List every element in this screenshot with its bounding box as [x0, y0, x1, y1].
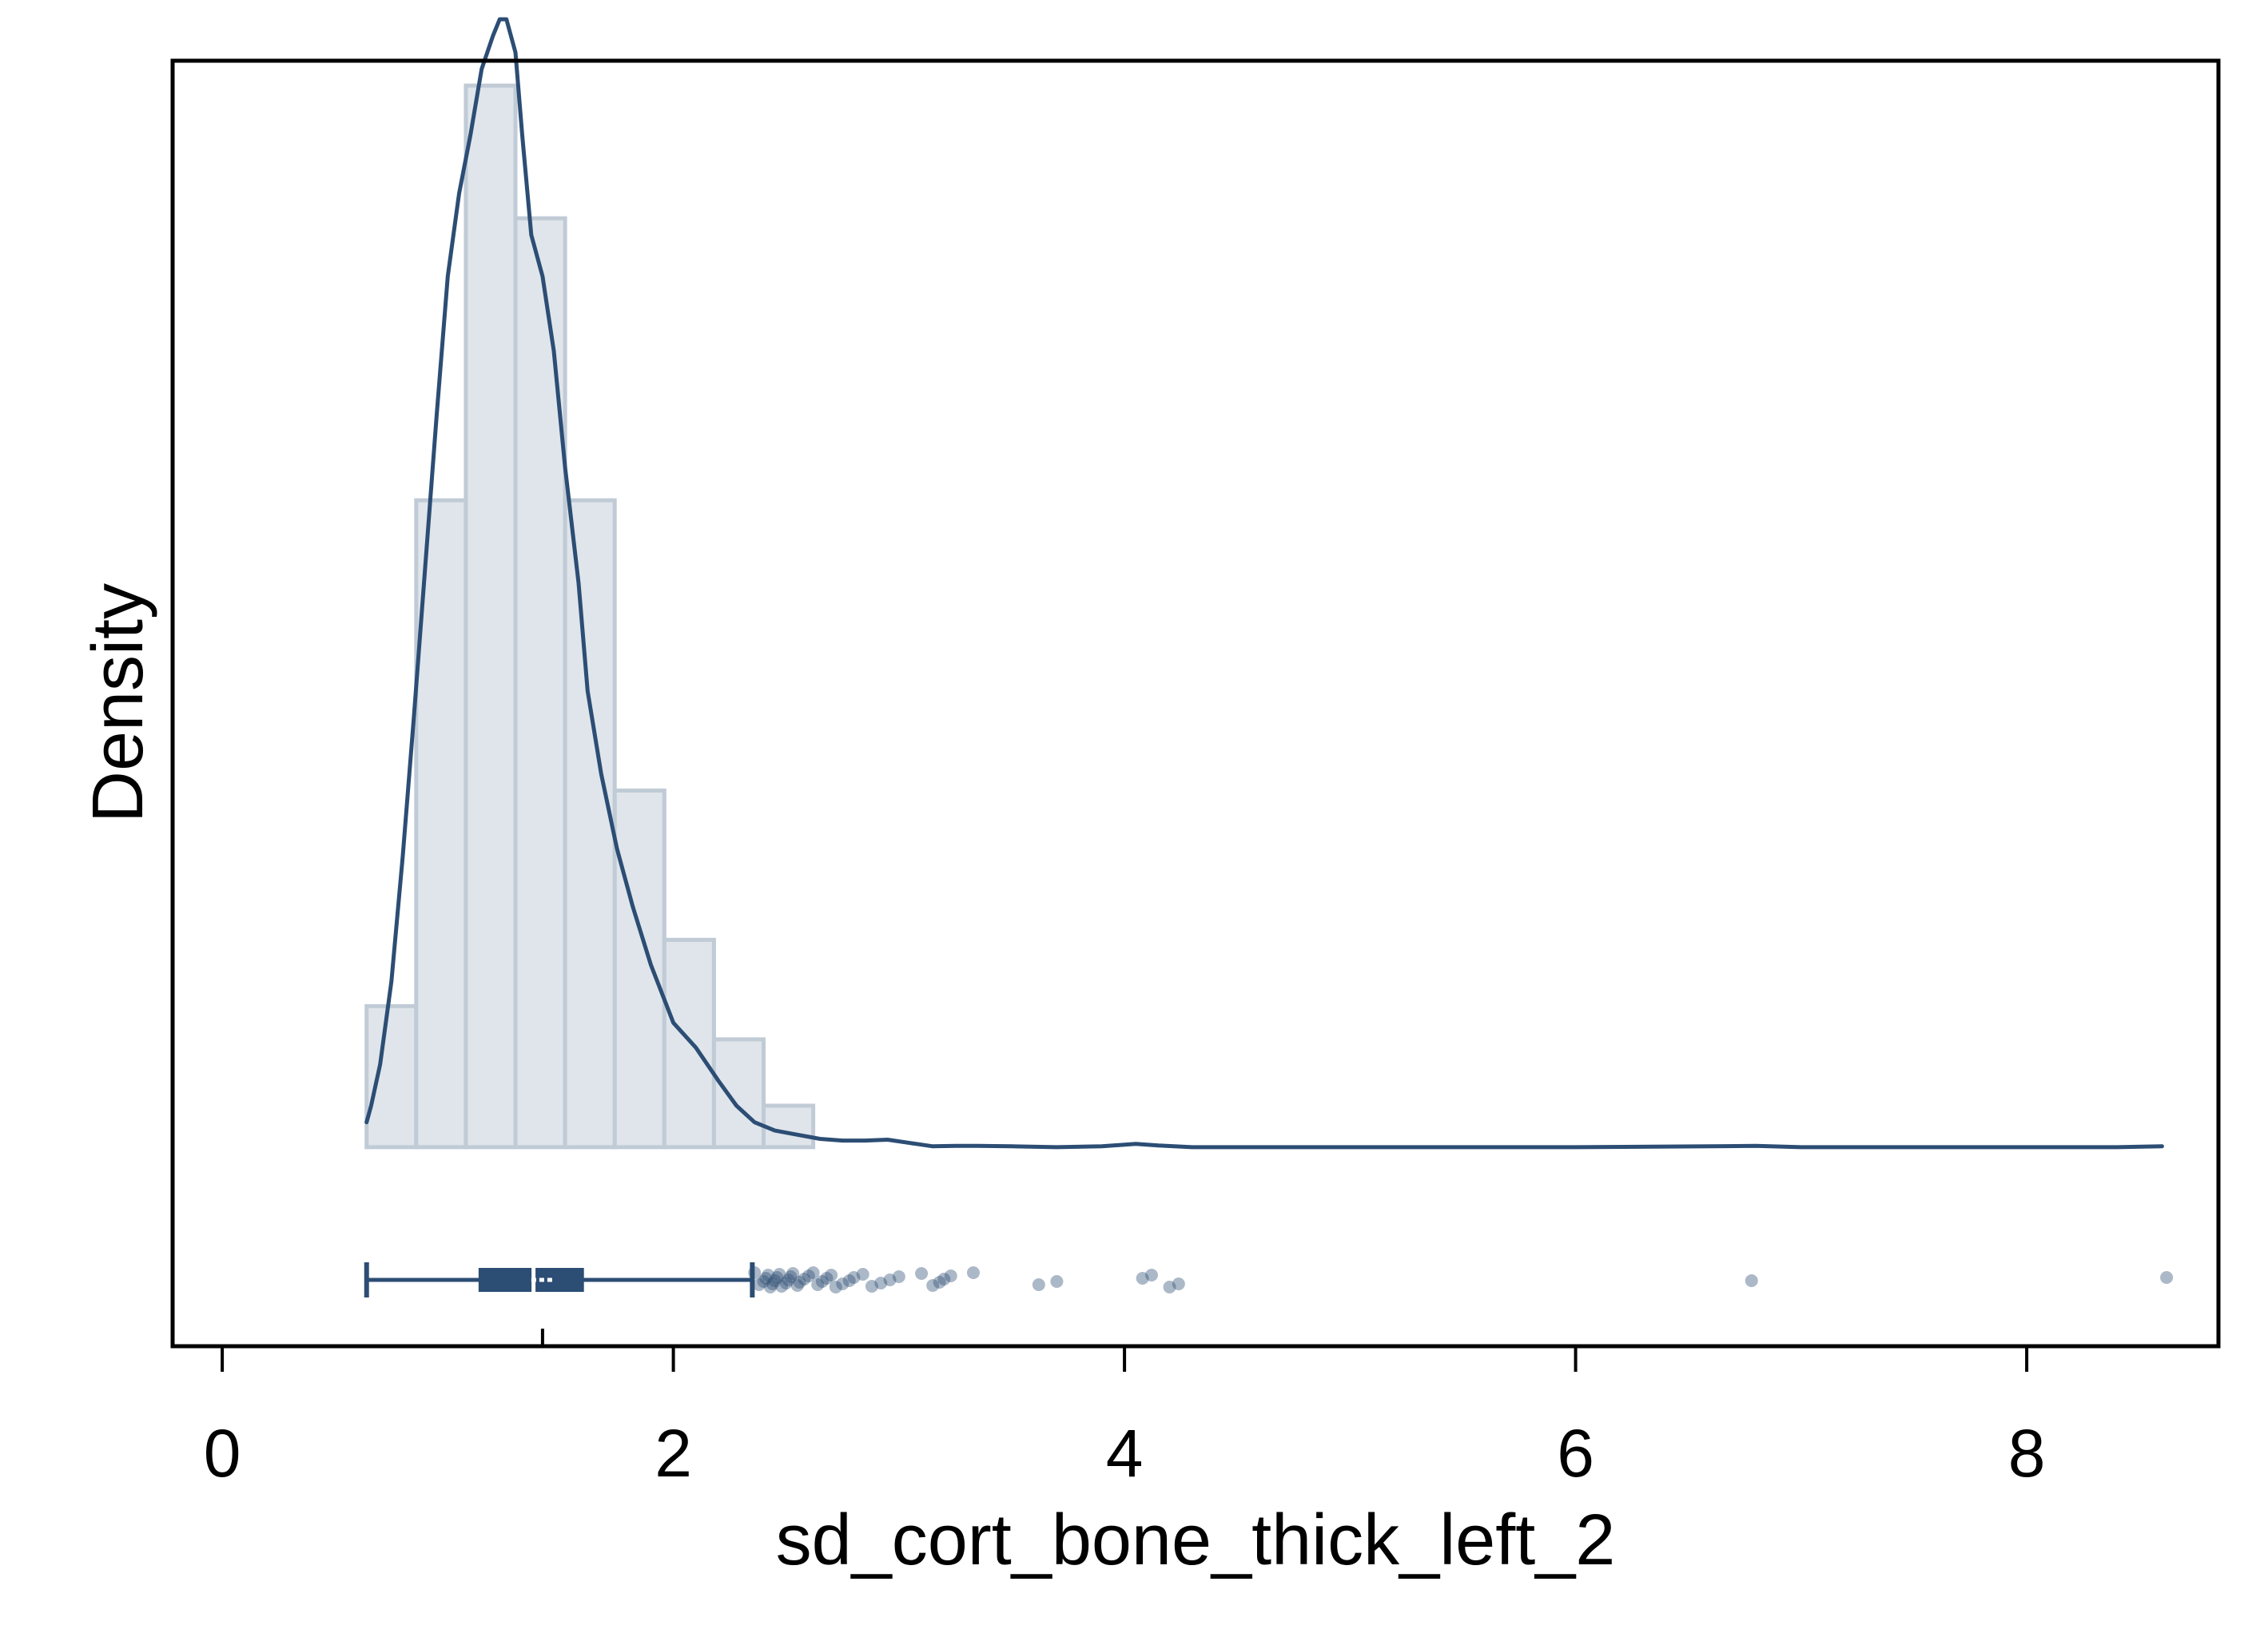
outlier-point [926, 1279, 940, 1292]
x-tick-label: 4 [1106, 1416, 1144, 1491]
outlier-point [757, 1275, 770, 1288]
outlier-point [775, 1280, 789, 1293]
outlier-point [1172, 1277, 1185, 1290]
density-curve [364, 17, 2164, 1150]
outlier-point [815, 1275, 829, 1288]
outlier-point [1163, 1281, 1176, 1293]
outlier-point [1136, 1272, 1149, 1285]
outlier-point [1745, 1274, 1758, 1287]
outlier-point [763, 1281, 777, 1293]
density-curve-layer [364, 17, 2164, 1150]
outlier-point [836, 1277, 850, 1290]
outlier-point [793, 1276, 806, 1289]
outlier-point [829, 1281, 842, 1293]
outlier-point [865, 1280, 878, 1293]
outlier-point [2160, 1271, 2174, 1284]
outlier-point [752, 1278, 766, 1291]
x-tick-label: 8 [2008, 1416, 2046, 1491]
histogram-bar [612, 788, 666, 1150]
outlier-point [915, 1267, 929, 1280]
outlier-point [768, 1274, 782, 1287]
outlier-point [782, 1274, 795, 1286]
histogram-bar [513, 216, 567, 1150]
y-axis-title: Density [78, 583, 158, 823]
x-tick-label: 0 [204, 1416, 241, 1491]
x-axis: 0 2 4 6 8 [204, 1329, 2046, 1491]
outlier-point [770, 1271, 784, 1284]
outlier-point [786, 1267, 800, 1280]
outlier-point [933, 1276, 946, 1289]
outlier-point [1144, 1269, 1158, 1281]
outlier-point [784, 1270, 798, 1283]
outlier-point [874, 1277, 888, 1289]
outlier-point [944, 1270, 957, 1282]
histogram-bar [464, 83, 518, 1150]
boxplot [364, 1262, 755, 1297]
outlier-point [892, 1270, 905, 1283]
x-tick-label: 6 [1557, 1416, 1594, 1491]
outlier-point [847, 1271, 861, 1284]
outlier-point [811, 1278, 825, 1291]
outlier-point [790, 1279, 804, 1292]
histogram-bar [563, 498, 617, 1150]
histogram-bar [662, 937, 716, 1150]
outlier-point [762, 1269, 775, 1281]
histogram-bar [364, 1003, 419, 1150]
outlier-point [825, 1269, 838, 1281]
x-axis-title: sd_cort_bone_thick_left_2 [776, 1500, 1616, 1580]
outlier-point [820, 1272, 834, 1285]
x-tick-label: 2 [655, 1416, 692, 1491]
outlier-point [856, 1268, 869, 1281]
outlier-point [966, 1266, 980, 1279]
outlier-point [883, 1274, 897, 1286]
histogram-bars [364, 83, 816, 1150]
outlier-point [1032, 1278, 1045, 1291]
outlier-point [773, 1268, 786, 1281]
outlier-point [779, 1277, 793, 1289]
outlier-point [1050, 1275, 1064, 1288]
outlier-point [802, 1270, 815, 1282]
histogram-bar [711, 1037, 766, 1150]
histogram-bar [414, 498, 468, 1150]
outlier-point [806, 1266, 820, 1279]
outlier-point [937, 1273, 951, 1285]
outlier-point [759, 1272, 773, 1285]
outlier-points [748, 1266, 2174, 1293]
plot-frame [170, 58, 2221, 1349]
outlier-point [842, 1274, 856, 1287]
outlier-point [766, 1277, 779, 1290]
iqr-box [478, 1268, 584, 1292]
histogram-bar [761, 1103, 816, 1150]
outlier-point [748, 1266, 762, 1279]
outlier-point [798, 1273, 811, 1285]
